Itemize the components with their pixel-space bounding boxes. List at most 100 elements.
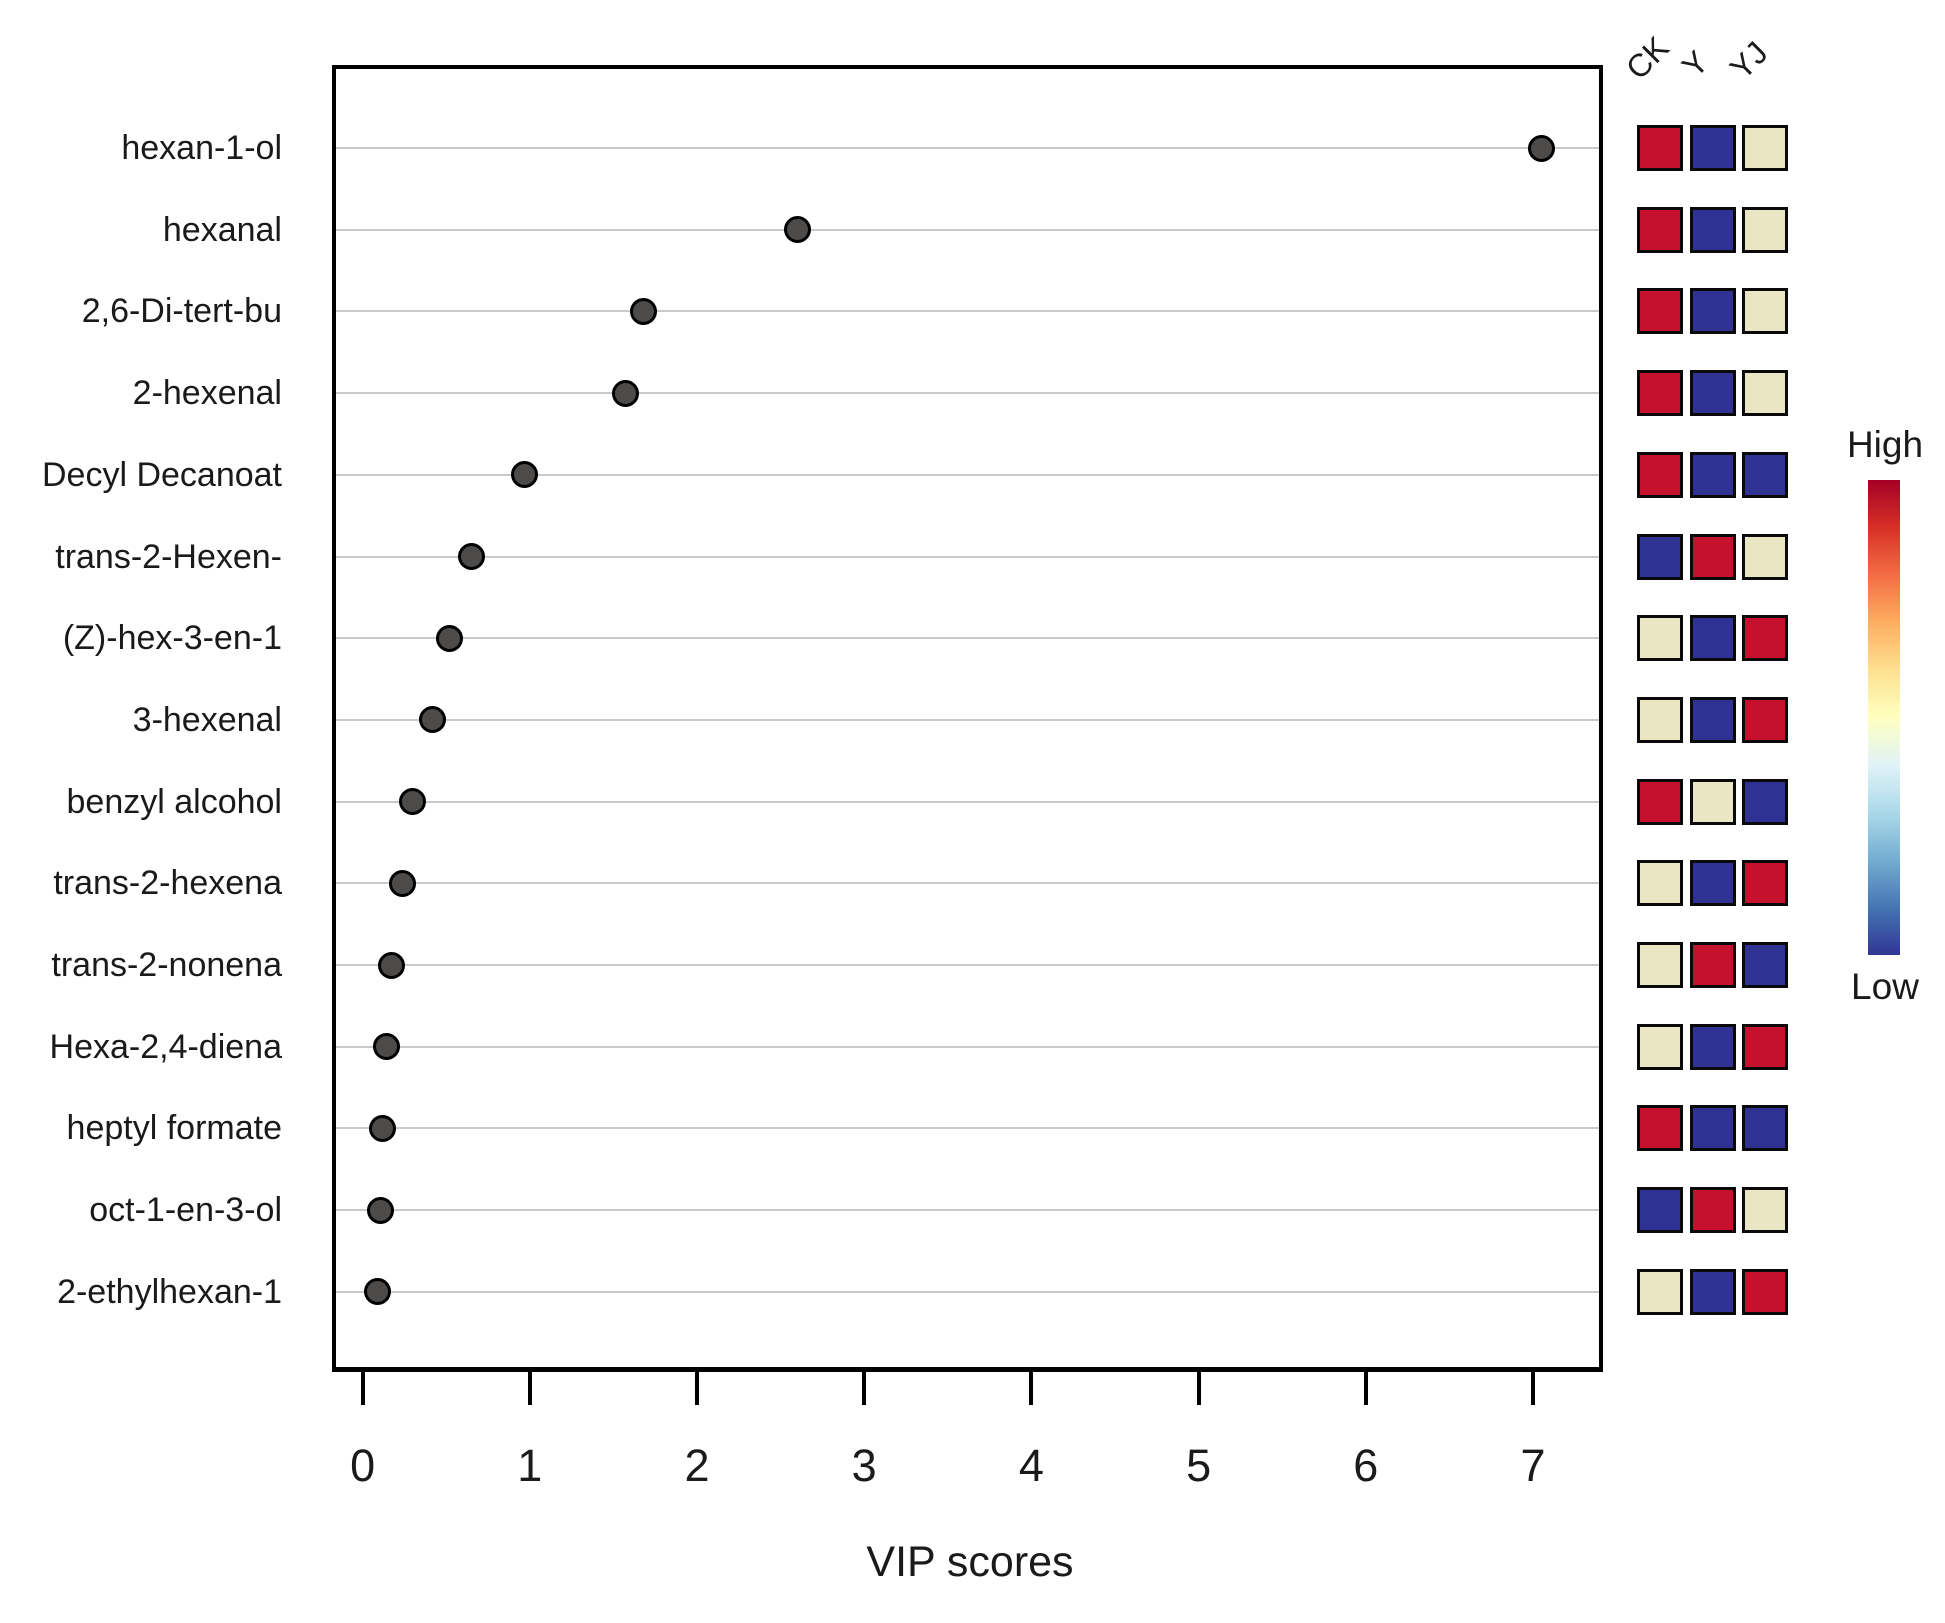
y-axis-label: hexan-1-ol (121, 129, 282, 167)
x-tick-label: 2 (684, 1440, 710, 1491)
gridline (334, 718, 1600, 721)
heatmap-cell (1690, 1023, 1736, 1070)
heatmap-cell (1690, 860, 1736, 907)
heatmap-cell (1690, 696, 1736, 743)
heatmap-cell (1690, 533, 1736, 580)
heatmap-cell (1690, 125, 1736, 171)
heatmap-cell (1637, 778, 1683, 825)
x-tick-label: 0 (350, 1440, 376, 1491)
colorbar-gradient (1868, 480, 1900, 955)
heatmap-cell (1742, 942, 1788, 988)
heatmap-cell (1742, 1023, 1788, 1070)
x-tick-label: 7 (1520, 1440, 1546, 1491)
gridline (334, 1127, 1600, 1130)
vip-dot (369, 1114, 397, 1142)
heatmap-cell (1637, 1187, 1683, 1234)
vip-dot (511, 461, 539, 489)
vip-dot (372, 1033, 400, 1061)
heatmap-cell (1637, 451, 1683, 498)
heatmap-cell (1742, 696, 1788, 743)
heatmap-cell (1690, 615, 1736, 662)
heatmap-cell (1690, 942, 1736, 988)
x-tick (1196, 1372, 1201, 1405)
x-tick-label: 5 (1186, 1440, 1212, 1491)
x-tick (695, 1372, 699, 1405)
heatmap-cell (1637, 125, 1683, 171)
x-tick-label: 6 (1353, 1440, 1379, 1491)
y-axis-label: heptyl formate (66, 1109, 282, 1148)
heatmap-cell (1742, 533, 1788, 580)
vip-dot (399, 788, 427, 816)
x-tick-label: 3 (851, 1440, 877, 1491)
heatmap-cell (1637, 696, 1683, 743)
y-axis-label: (Z)-hex-3-en-1 (62, 619, 282, 658)
heatmap-cell (1742, 615, 1788, 662)
heatmap-cell (1690, 370, 1736, 417)
y-axis-label: oct-1-en-3-ol (89, 1191, 282, 1230)
plot-border (332, 65, 1603, 1372)
gridline (334, 1209, 1600, 1212)
heatmap-cell (1637, 615, 1683, 662)
vip-dot (377, 951, 405, 979)
x-tick (1029, 1372, 1034, 1405)
heatmap-cell (1742, 778, 1788, 825)
heatmap-cell (1637, 206, 1683, 253)
heatmap-cell (1742, 451, 1788, 498)
heatmap-cell (1637, 288, 1683, 335)
gridline (334, 310, 1600, 313)
x-tick-label: 4 (1018, 1440, 1044, 1491)
heatmap-cell (1637, 860, 1683, 907)
x-tick-label: 1 (517, 1440, 543, 1491)
y-axis-label: 2-ethylhexan-1 (57, 1272, 282, 1311)
gridline (334, 147, 1600, 149)
y-axis-label: 2-hexenal (132, 374, 282, 413)
heatmap-cell (1637, 942, 1683, 988)
y-axis-label: 2,6-Di-tert-bu (81, 292, 282, 331)
gridline (334, 228, 1600, 231)
gridline (334, 473, 1600, 476)
x-tick (862, 1372, 867, 1405)
column-header-y: Y (1674, 43, 1716, 85)
y-axis-label: Hexa-2,4-diena (49, 1027, 282, 1066)
heatmap-cell (1690, 1105, 1736, 1152)
y-axis-label: benzyl alcohol (66, 782, 282, 821)
vip-dot (389, 869, 417, 897)
vip-dot (367, 1196, 395, 1224)
legend-high-label: High (1846, 424, 1924, 465)
y-axis-label: trans-2-Hexen- (55, 537, 282, 576)
y-axis-label: hexanal (162, 210, 282, 249)
heatmap-cell (1742, 1268, 1788, 1315)
y-axis-label: Decyl Decanoat (41, 455, 282, 494)
heatmap-cell (1637, 533, 1683, 580)
vip-dot (457, 543, 485, 570)
heatmap-cell (1690, 206, 1736, 253)
vip-dot (419, 706, 447, 734)
heatmap-cell (1742, 1105, 1788, 1152)
y-axis-label: trans-2-nonena (51, 946, 282, 984)
gridline (334, 1290, 1600, 1293)
vip-dot (436, 624, 464, 652)
heatmap-cell (1742, 288, 1788, 335)
heatmap-cell (1637, 1105, 1683, 1152)
heatmap-cell (1690, 1268, 1736, 1315)
heatmap-cell (1690, 451, 1736, 498)
x-tick (527, 1372, 532, 1405)
vip-dot (1527, 134, 1555, 162)
vip-dot (611, 379, 639, 407)
gridline (334, 882, 1600, 885)
vip-dot (783, 216, 811, 244)
vip-dot (629, 297, 657, 325)
x-tick (1531, 1372, 1535, 1405)
column-header-ck: CK (1618, 29, 1676, 87)
gridline (334, 800, 1600, 803)
x-axis-title: VIP scores (866, 1538, 1074, 1586)
heatmap-cell (1690, 778, 1736, 825)
heatmap-cell (1637, 370, 1683, 417)
heatmap-cell (1690, 1187, 1736, 1234)
vip-dot (364, 1278, 392, 1306)
legend-low-label: Low (1851, 966, 1919, 1007)
heatmap-cell (1637, 1268, 1683, 1315)
gridline (334, 637, 1600, 640)
gridline (334, 964, 1600, 966)
